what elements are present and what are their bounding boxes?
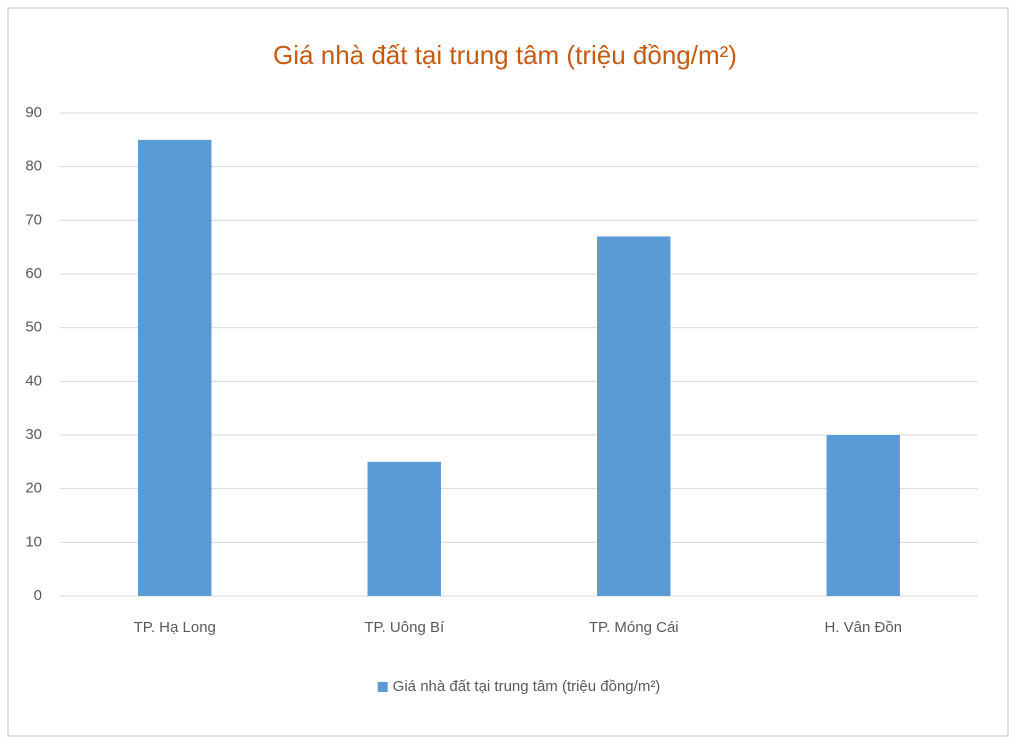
x-tick-label: TP. Móng Cái	[589, 619, 679, 636]
y-tick-label: 0	[34, 587, 42, 604]
x-tick-label: TP. Uông Bí	[364, 619, 445, 636]
y-tick-label: 30	[25, 426, 42, 443]
bar	[597, 236, 671, 596]
y-tick-label: 90	[25, 104, 42, 121]
y-tick-label: 70	[25, 211, 42, 228]
y-tick-label: 10	[25, 533, 42, 550]
y-tick-label: 80	[25, 158, 42, 175]
chart-title: Giá nhà đất tại trung tâm (triệu đồng/m²…	[273, 40, 737, 70]
bar	[367, 461, 441, 596]
y-tick-label: 60	[25, 265, 42, 282]
bar	[826, 435, 900, 596]
bar	[138, 139, 212, 597]
x-tick-label: TP. Hạ Long	[134, 619, 216, 636]
legend-entry: Giá nhà đất tại trung tâm (triệu đồng/m²…	[377, 678, 661, 695]
y-tick-label: 40	[25, 372, 42, 389]
x-tick-label: H. Vân Đồn	[824, 619, 902, 636]
legend-swatch	[377, 682, 388, 692]
legend-label: Giá nhà đất tại trung tâm (triệu đồng/m²…	[393, 678, 661, 695]
y-tick-label: 50	[25, 319, 42, 336]
y-tick-label: 20	[25, 480, 42, 497]
